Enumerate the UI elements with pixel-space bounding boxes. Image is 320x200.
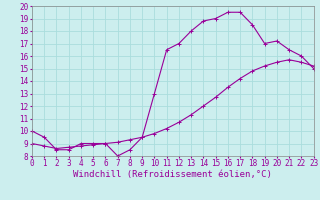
X-axis label: Windchill (Refroidissement éolien,°C): Windchill (Refroidissement éolien,°C) <box>73 170 272 179</box>
